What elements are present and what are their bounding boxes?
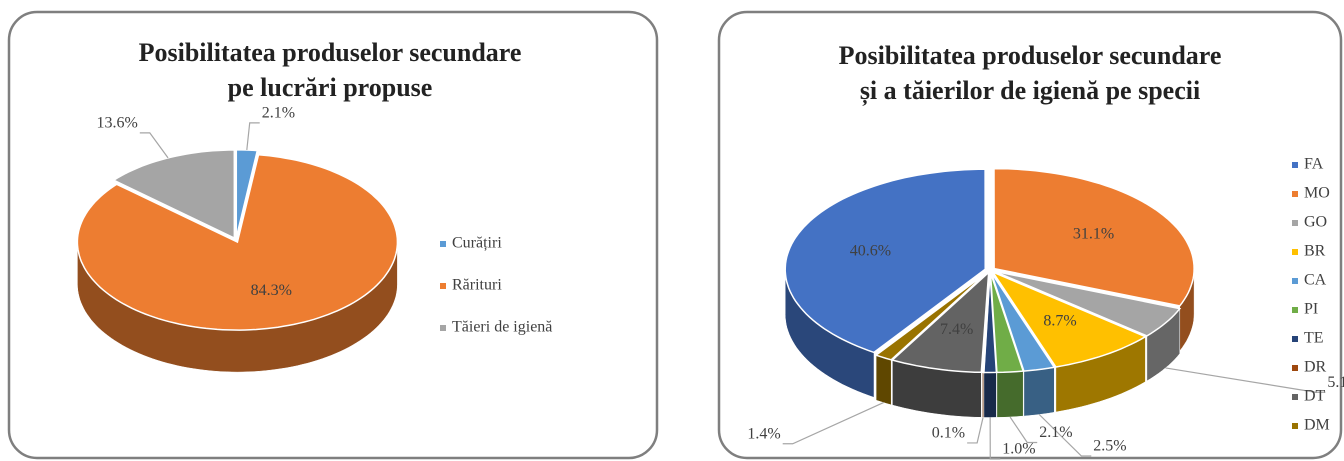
legend-swatch [1292, 423, 1298, 429]
data-label: 1.0% [1002, 441, 1035, 458]
legend-label: DM [1304, 417, 1330, 434]
data-label: 2.1% [1039, 424, 1072, 441]
legend-label: Curățiri [452, 235, 502, 252]
legend-swatch [1292, 249, 1298, 255]
slice [993, 270, 1182, 337]
data-label: 8.7% [1043, 312, 1076, 329]
legend-swatch [1292, 365, 1298, 371]
legend-swatch [1292, 336, 1298, 342]
chart-title: Posibilitatea produselor secundare [839, 41, 1222, 70]
leader-line [1038, 414, 1092, 457]
legend-swatch [440, 325, 446, 331]
slice-side [996, 370, 1024, 418]
leader-line [139, 132, 169, 159]
leader-line [989, 417, 1001, 460]
legend-label: PI [1304, 301, 1318, 318]
slice-side [983, 372, 997, 418]
data-label: 2.5% [1093, 438, 1126, 455]
data-label: 1.4% [747, 425, 780, 442]
data-label: 5.1% [1327, 374, 1344, 391]
legend-swatch [1292, 220, 1298, 226]
legend-swatch [1292, 307, 1298, 313]
legend-label: FA [1304, 156, 1324, 173]
legend-label: Tăieri de igienă [452, 319, 552, 336]
data-label: 0.1% [932, 425, 965, 442]
data-label: 7.4% [940, 321, 973, 338]
slice [990, 272, 1056, 372]
legend-label: BR [1304, 243, 1326, 260]
legend-swatch [1292, 278, 1298, 284]
legend-label: CA [1304, 272, 1327, 289]
slice [76, 153, 399, 331]
legend-label: DR [1304, 359, 1327, 376]
chart-title: Posibilitatea produselor secundare [139, 38, 522, 67]
slice-side [1023, 367, 1055, 417]
slice [874, 271, 988, 361]
legend-swatch [1292, 162, 1298, 168]
leader-line [246, 122, 260, 151]
slice [981, 272, 991, 374]
slice-side [982, 372, 984, 418]
data-label: 84.3% [251, 282, 292, 299]
slice [890, 270, 990, 374]
slice [993, 167, 1195, 307]
data-label: 40.6% [850, 243, 891, 260]
data-label: 31.1% [1073, 226, 1114, 243]
chart-title: și a tăierilor de igienă pe specii [860, 76, 1200, 106]
legend-swatch [1292, 191, 1298, 197]
data-label: 2.1% [262, 105, 295, 122]
data-label: 13.6% [96, 115, 137, 132]
legend-swatch [440, 283, 446, 289]
slice [990, 270, 1148, 368]
leader-line [1165, 367, 1326, 393]
slice [784, 168, 986, 354]
legend-label: TE [1304, 330, 1324, 347]
slice [235, 149, 259, 238]
leader-line [782, 402, 884, 445]
slice-side [875, 354, 892, 406]
chart-title: pe lucrări propuse [228, 73, 433, 102]
leader-line [1009, 416, 1038, 444]
legend-label: GO [1304, 214, 1327, 231]
legend-swatch [1292, 394, 1298, 400]
legend-label: Rărituri [452, 277, 502, 294]
legend-label: DT [1304, 388, 1326, 405]
leader-line [967, 417, 984, 444]
legend-swatch [440, 241, 446, 247]
legend-label: MO [1304, 185, 1330, 202]
